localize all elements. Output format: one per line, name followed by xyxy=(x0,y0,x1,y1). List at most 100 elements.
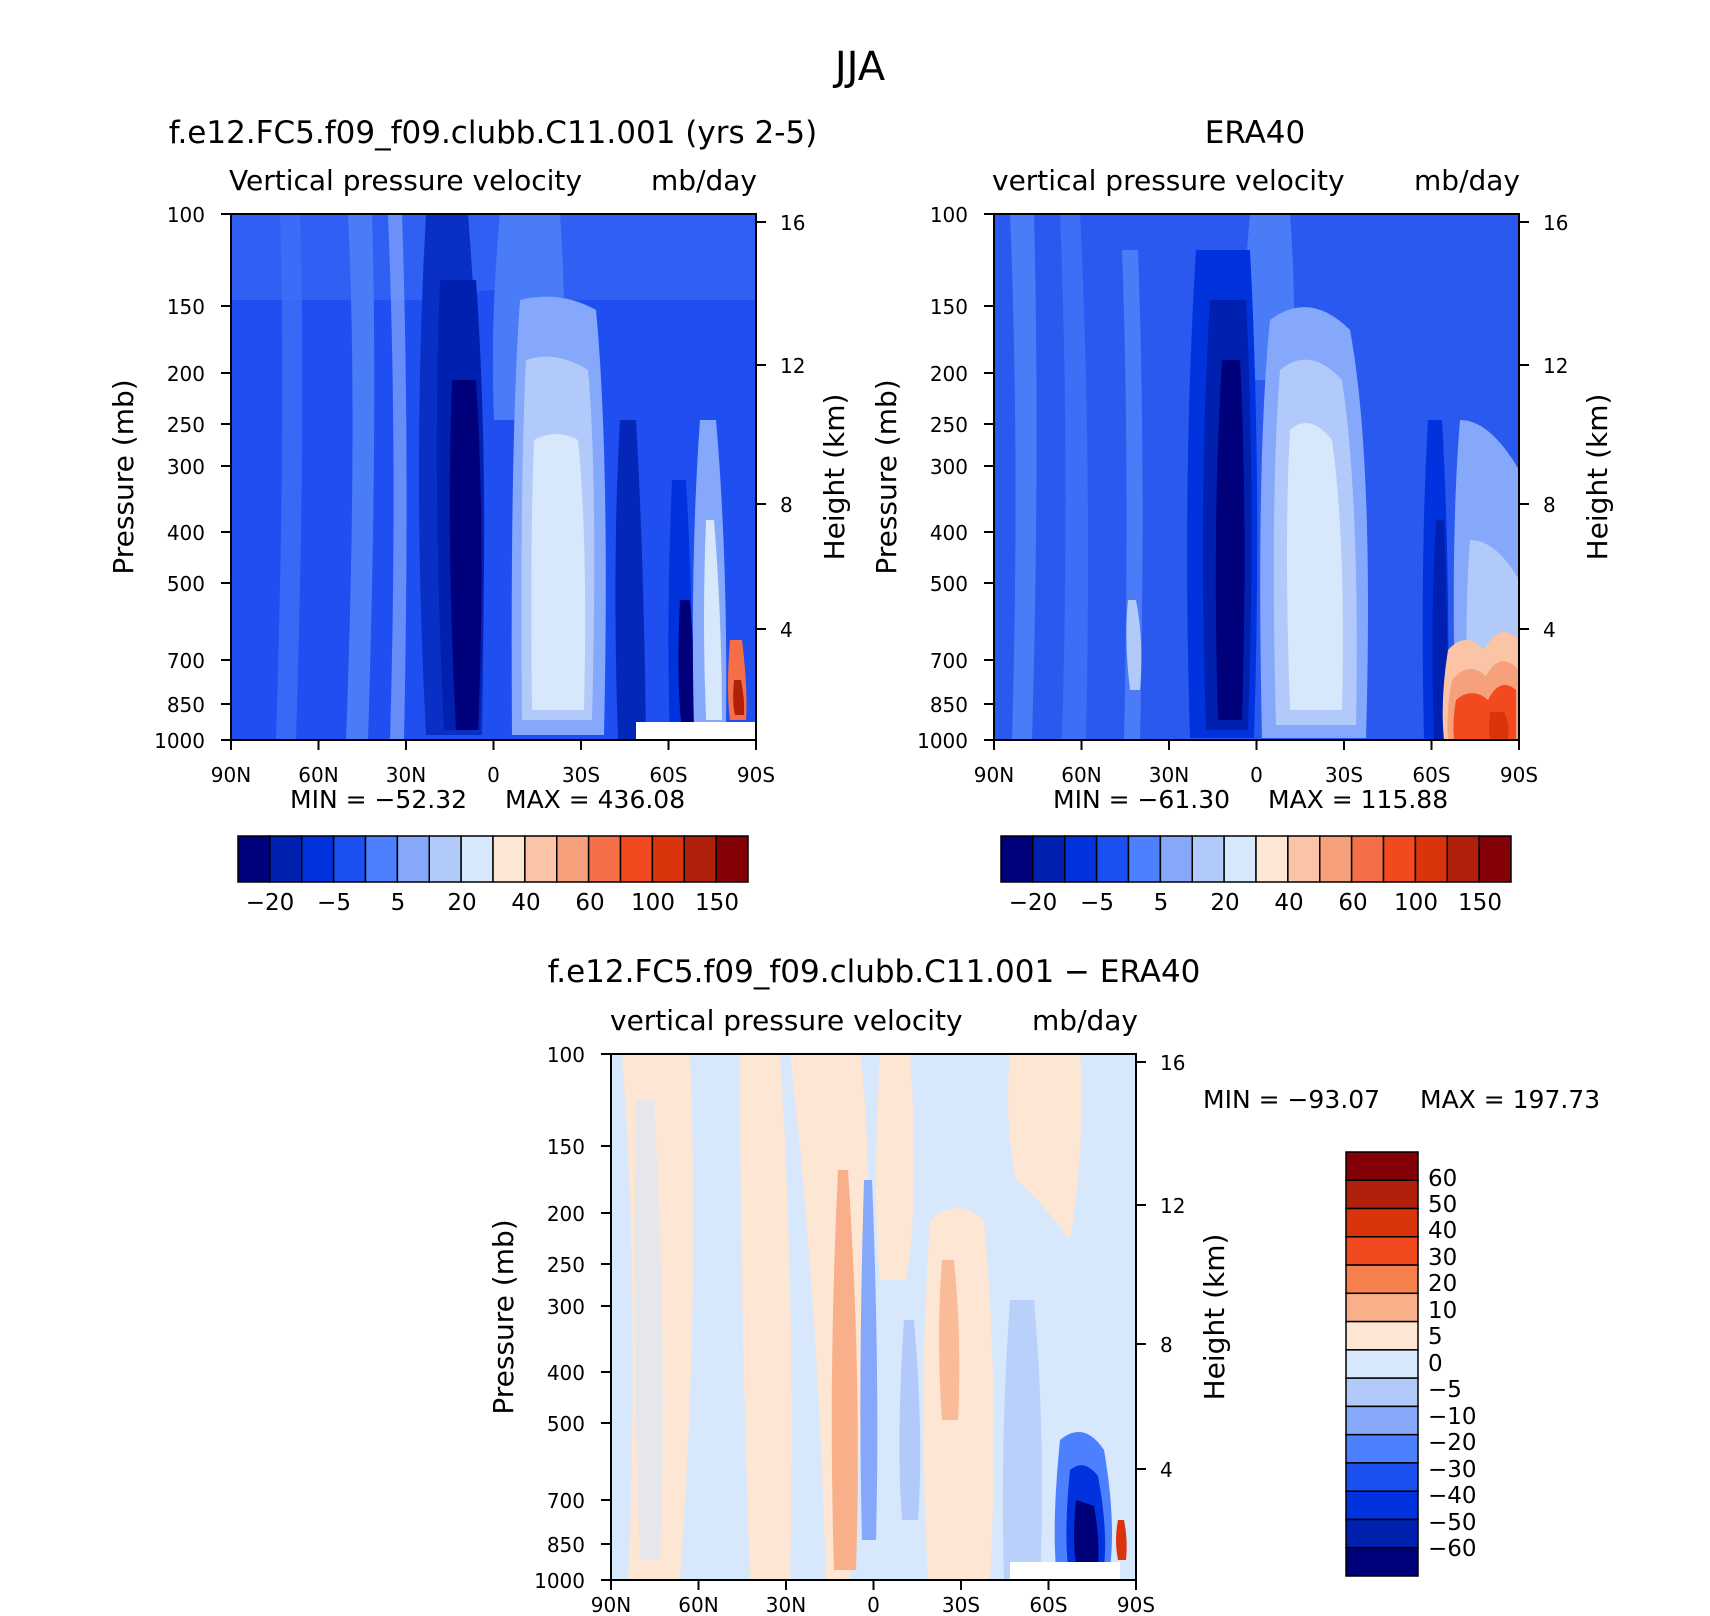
y-tick-label: 400 xyxy=(167,521,205,545)
x-tick-label: 30S xyxy=(942,1593,980,1616)
colorbar-tick-label: 5 xyxy=(1154,890,1169,916)
colorbar-tick-label: −20 xyxy=(1009,890,1058,916)
colorbar-swatch xyxy=(492,835,526,883)
colorbar-tick-label: 40 xyxy=(1428,1218,1457,1244)
heatmap-field-difference xyxy=(611,1054,1136,1580)
y2-tick-label: 4 xyxy=(1543,618,1556,642)
panel-title-model: f.e12.FC5.f09_f09.clubb.C11.001 (yrs 2-5… xyxy=(169,115,817,151)
x-tick-label: 90S xyxy=(1500,763,1538,787)
y2-tick-label: 8 xyxy=(1160,1333,1173,1357)
x-tick-label: 30N xyxy=(1149,763,1189,787)
colorbar-swatch xyxy=(683,835,717,883)
x-tick-label: 30N xyxy=(766,1593,806,1616)
colorbar-swatch xyxy=(1127,835,1162,883)
x-tick-label: 30S xyxy=(1325,763,1363,787)
max-label-era40: MAX = 115.88 xyxy=(1268,785,1448,814)
y2-tick-label: 8 xyxy=(780,493,793,517)
y-tick-label: 850 xyxy=(547,1533,585,1557)
colorbar-swatch xyxy=(1095,835,1130,883)
y2-tick-label: 16 xyxy=(1160,1051,1185,1075)
y-tick-label: 200 xyxy=(930,362,968,386)
colorbar-swatch xyxy=(428,835,462,883)
colorbar-swatch xyxy=(1223,835,1257,883)
colorbar-tick-label: 150 xyxy=(1458,890,1502,916)
y2-axis-height-difference: 16 12 8 4 Height (km) xyxy=(1136,1051,1231,1482)
colorbar-tick-label: 20 xyxy=(1210,890,1239,916)
y-tick-label: 300 xyxy=(547,1295,585,1319)
x-tick-label: 60S xyxy=(649,763,687,787)
y-tick-label: 500 xyxy=(167,572,205,596)
colorbar-era40: −20 −5 5 20 40 60 100 150 xyxy=(1000,835,1512,916)
x-tick-label: 90S xyxy=(737,763,775,787)
y-tick-label: 500 xyxy=(930,572,968,596)
panel-units-era40: mb/day xyxy=(1414,164,1520,197)
x-tick-label: 60N xyxy=(678,1593,718,1616)
y-tick-label: 1000 xyxy=(534,1569,585,1593)
y-tick-label: 700 xyxy=(930,649,968,673)
colorbar-swatch xyxy=(1345,1320,1419,1351)
y-tick-label: 250 xyxy=(167,413,205,437)
y-axis-label-era40: Pressure (mb) xyxy=(870,379,903,574)
colorbar-tick-label: −5 xyxy=(317,890,351,916)
colorbar-tick-label: 60 xyxy=(1428,1166,1457,1192)
colorbar-swatch xyxy=(1382,835,1417,883)
y2-tick-label: 16 xyxy=(780,211,805,235)
x-tick-label: 90N xyxy=(591,1593,631,1616)
colorbar-swatch xyxy=(1414,835,1448,883)
colorbar-model: −20 −5 5 20 40 60 100 150 xyxy=(237,835,749,916)
colorbar-swatch xyxy=(269,835,303,883)
colorbar-tick-label: 60 xyxy=(575,890,604,916)
colorbar-swatch xyxy=(1345,1179,1419,1210)
min-label-model: MIN = −52.32 xyxy=(290,785,467,814)
colorbar-swatch xyxy=(1345,1349,1419,1379)
colorbar-swatch xyxy=(1345,1264,1419,1295)
y2-tick-label: 4 xyxy=(1160,1458,1173,1482)
colorbar-swatch xyxy=(1000,835,1034,883)
x-tick-label: 30N xyxy=(386,763,426,787)
colorbar-swatch xyxy=(619,835,654,883)
colorbar-tick-label: 5 xyxy=(391,890,406,916)
y-tick-label: 200 xyxy=(167,362,205,386)
x-tick-label: 30S xyxy=(562,763,600,787)
panel-difference: f.e12.FC5.f09_f09.clubb.C11.001 − ERA40 … xyxy=(487,954,1600,1616)
colorbar-swatch xyxy=(364,835,399,883)
y-tick-label: 100 xyxy=(930,203,968,227)
colorbar-difference: 60 50 40 30 20 10 5 0 −5 −10 −20 −30 −40… xyxy=(1345,1151,1477,1577)
y-tick-label: 400 xyxy=(930,521,968,545)
x-tick-label: 60S xyxy=(1029,1593,1067,1616)
colorbar-swatch xyxy=(1345,1462,1419,1492)
y-tick-label: 700 xyxy=(547,1489,585,1513)
y-tick-label: 1000 xyxy=(917,729,968,753)
colorbar-swatch xyxy=(1032,835,1066,883)
y-tick-label: 850 xyxy=(167,693,205,717)
colorbar-tick-label: −5 xyxy=(1080,890,1114,916)
figure-title: JJA xyxy=(832,44,886,90)
x-tick-label: 90N xyxy=(974,763,1014,787)
colorbar-swatch xyxy=(1345,1433,1419,1464)
colorbar-tick-label: −50 xyxy=(1428,1510,1477,1536)
colorbar-swatch xyxy=(1345,1518,1419,1549)
heatmap-field-era40 xyxy=(994,214,1519,740)
colorbar-swatch xyxy=(1345,1207,1419,1238)
y-axis-pressure-difference: 100 150 200 250 300 400 500 700 850 1000… xyxy=(487,1043,611,1593)
panel-model: f.e12.FC5.f09_f09.clubb.C11.001 (yrs 2-5… xyxy=(107,115,851,916)
y-tick-label: 850 xyxy=(930,693,968,717)
colorbar-tick-label: 10 xyxy=(1428,1298,1457,1324)
colorbar-tick-label: −40 xyxy=(1428,1483,1477,1509)
y2-axis-height-era40: 16 12 8 4 Height (km) xyxy=(1519,211,1614,642)
heatmap-field-model xyxy=(231,214,756,740)
colorbar-swatch xyxy=(1319,835,1353,883)
y-axis-pressure-era40: 100 150 200 250 300 400 500 700 850 1000… xyxy=(870,203,994,753)
y2-tick-label: 12 xyxy=(780,354,805,378)
colorbar-tick-label: 40 xyxy=(1274,890,1303,916)
colorbar-tick-label: 100 xyxy=(631,890,675,916)
colorbar-tick-label: −30 xyxy=(1428,1457,1477,1483)
colorbar-swatch xyxy=(1159,835,1193,883)
x-tick-label: 60S xyxy=(1412,763,1450,787)
y-tick-label: 150 xyxy=(930,295,968,319)
colorbar-tick-label: 150 xyxy=(695,890,739,916)
panel-variable-difference: vertical pressure velocity xyxy=(610,1004,963,1037)
colorbar-swatch xyxy=(1478,835,1512,883)
terrain-mask-difference xyxy=(1010,1562,1120,1580)
